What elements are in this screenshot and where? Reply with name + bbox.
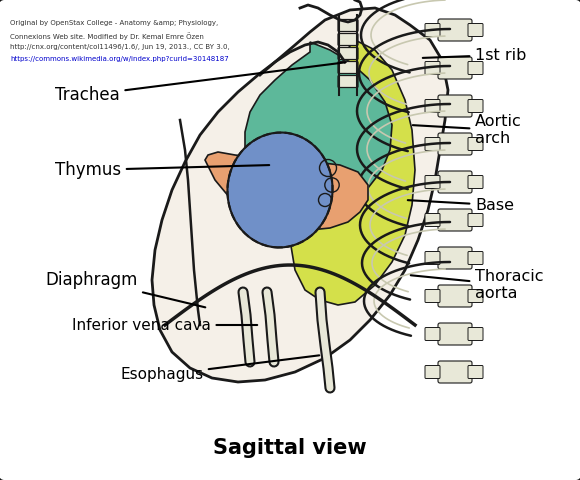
FancyBboxPatch shape [338,48,358,60]
FancyBboxPatch shape [438,323,472,345]
FancyBboxPatch shape [468,327,483,340]
FancyBboxPatch shape [468,24,483,36]
FancyBboxPatch shape [438,95,472,117]
FancyBboxPatch shape [425,214,440,227]
Text: Diaphragm: Diaphragm [45,271,205,307]
Polygon shape [152,8,448,382]
Polygon shape [290,40,415,305]
FancyBboxPatch shape [425,24,440,36]
FancyBboxPatch shape [438,171,472,193]
Text: Base: Base [408,197,514,213]
Text: Inferior vena cava: Inferior vena cava [72,317,257,333]
FancyBboxPatch shape [468,252,483,264]
Text: Trachea: Trachea [55,62,345,104]
FancyBboxPatch shape [338,20,358,32]
FancyBboxPatch shape [438,285,472,307]
Text: Sagittal view: Sagittal view [213,438,367,458]
FancyBboxPatch shape [425,252,440,264]
FancyBboxPatch shape [338,34,358,46]
Polygon shape [205,152,368,230]
FancyBboxPatch shape [468,365,483,379]
FancyBboxPatch shape [438,19,472,41]
Text: Original by OpenStax College - Anatomy &amp; Physiology,: Original by OpenStax College - Anatomy &… [10,20,218,26]
Text: http://cnx.org/content/col11496/1.6/, Jun 19, 2013., CC BY 3.0,: http://cnx.org/content/col11496/1.6/, Ju… [10,44,230,50]
Text: https://commons.wikimedia.org/w/index.php?curid=30148187: https://commons.wikimedia.org/w/index.ph… [10,56,229,62]
FancyBboxPatch shape [438,209,472,231]
FancyBboxPatch shape [425,289,440,302]
Text: Esophagus: Esophagus [120,355,319,383]
FancyBboxPatch shape [425,176,440,189]
FancyBboxPatch shape [425,61,440,74]
Text: Thoracic
aorta: Thoracic aorta [411,269,543,301]
FancyBboxPatch shape [425,327,440,340]
FancyBboxPatch shape [425,99,440,112]
FancyBboxPatch shape [468,99,483,112]
FancyBboxPatch shape [438,57,472,79]
FancyBboxPatch shape [425,365,440,379]
FancyBboxPatch shape [468,137,483,151]
Text: Aortic
arch: Aortic arch [413,114,522,146]
FancyBboxPatch shape [338,75,358,87]
Text: Connexions Web site. Modified by Dr. Kemal Emre Özen: Connexions Web site. Modified by Dr. Kem… [10,32,204,40]
Polygon shape [245,42,392,212]
Ellipse shape [227,132,332,248]
FancyBboxPatch shape [425,137,440,151]
Text: Thymus: Thymus [55,161,269,179]
FancyBboxPatch shape [468,214,483,227]
FancyBboxPatch shape [438,361,472,383]
Text: 1st rib: 1st rib [423,48,527,62]
FancyBboxPatch shape [468,61,483,74]
FancyBboxPatch shape [338,61,358,73]
FancyBboxPatch shape [468,176,483,189]
FancyBboxPatch shape [468,289,483,302]
FancyBboxPatch shape [438,133,472,155]
FancyBboxPatch shape [438,247,472,269]
